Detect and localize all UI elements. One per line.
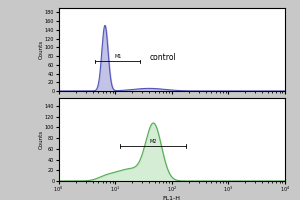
Text: control: control xyxy=(149,53,176,62)
Y-axis label: Counts: Counts xyxy=(39,130,44,149)
X-axis label: FL1-H: FL1-H xyxy=(163,196,181,200)
Y-axis label: Counts: Counts xyxy=(39,40,44,59)
Text: M1: M1 xyxy=(114,54,122,59)
Text: M2: M2 xyxy=(149,139,157,144)
